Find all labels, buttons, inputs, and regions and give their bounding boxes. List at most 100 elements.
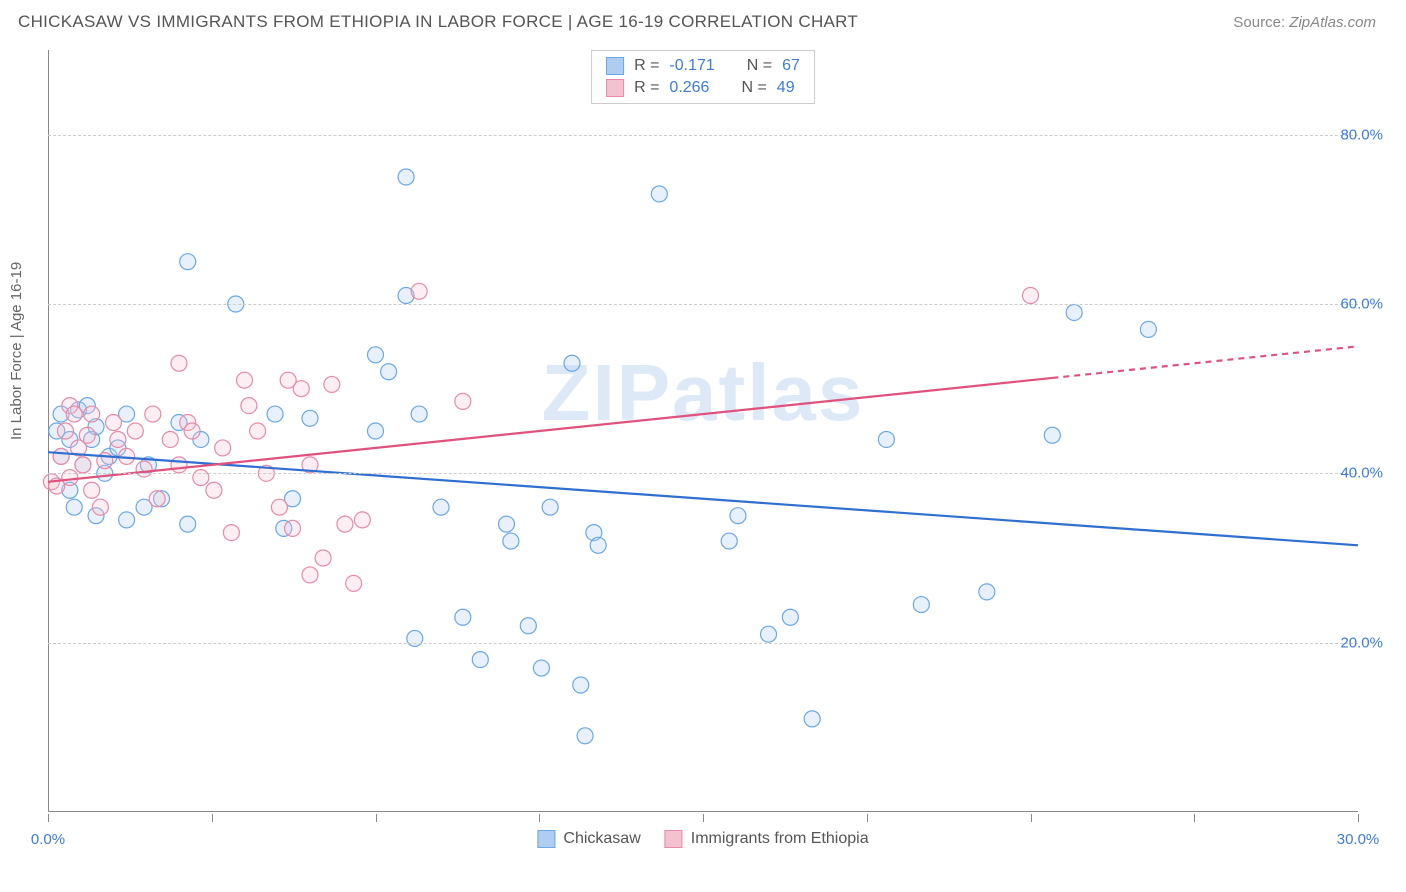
x-tick-label: 30.0% — [1337, 831, 1380, 848]
legend-label: Chickasaw — [563, 830, 640, 848]
scatter-point — [381, 364, 397, 380]
stat-r-value: 0.266 — [669, 79, 709, 97]
scatter-point — [979, 584, 995, 600]
legend-swatch — [606, 79, 624, 97]
y-axis-label: In Labor Force | Age 16-19 — [8, 262, 25, 440]
scatter-point — [503, 533, 519, 549]
scatter-point — [590, 537, 606, 553]
legend-label: Immigrants from Ethiopia — [691, 830, 869, 848]
gridline — [48, 304, 1358, 305]
scatter-point — [127, 423, 143, 439]
legend-swatch — [606, 57, 624, 75]
source-link[interactable]: ZipAtlas.com — [1289, 14, 1376, 31]
stat-r-label: R = — [634, 79, 659, 97]
scatter-point — [1023, 288, 1039, 304]
scatter-point — [337, 516, 353, 532]
scatter-point — [577, 728, 593, 744]
scatter-point — [354, 512, 370, 528]
scatter-point — [66, 499, 82, 515]
source-attribution: Source: ZipAtlas.com — [1233, 14, 1376, 31]
scatter-point — [368, 423, 384, 439]
y-tick-label: 80.0% — [1340, 126, 1383, 143]
x-tick — [1194, 814, 1195, 822]
legend-swatch — [537, 830, 555, 848]
scatter-point — [411, 283, 427, 299]
scatter-point — [368, 347, 384, 363]
scatter-point — [53, 448, 69, 464]
scatter-point — [206, 482, 222, 498]
scatter-point — [455, 393, 471, 409]
scatter-point — [271, 499, 287, 515]
scatter-point — [84, 482, 100, 498]
trend-line — [48, 452, 1358, 545]
scatter-point — [1044, 427, 1060, 443]
chart-area: In Labor Force | Age 16-19 ZIPatlas R =-… — [18, 40, 1388, 860]
scatter-point — [533, 660, 549, 676]
scatter-point — [215, 440, 231, 456]
scatter-point — [106, 415, 122, 431]
x-tick — [48, 814, 49, 822]
gridline — [48, 135, 1358, 136]
scatter-point — [455, 609, 471, 625]
scatter-point — [84, 406, 100, 422]
scatter-point — [407, 630, 423, 646]
scatter-point — [573, 677, 589, 693]
chart-title: CHICKASAW VS IMMIGRANTS FROM ETHIOPIA IN… — [18, 12, 858, 32]
scatter-point — [761, 626, 777, 642]
scatter-point — [913, 597, 929, 613]
scatter-point — [145, 406, 161, 422]
trend-line-dashed — [1052, 346, 1358, 378]
stats-legend-row: R = -0.171 N = 67 — [606, 55, 800, 77]
y-tick-label: 40.0% — [1340, 465, 1383, 482]
scatter-point — [162, 431, 178, 447]
scatter-point — [564, 355, 580, 371]
source-prefix: Source: — [1233, 14, 1289, 31]
scatter-point — [149, 491, 165, 507]
stat-n-value: 49 — [777, 79, 795, 97]
scatter-point — [520, 618, 536, 634]
stat-n-label: N = — [741, 79, 766, 97]
scatter-point — [184, 423, 200, 439]
x-tick — [867, 814, 868, 822]
gridline — [48, 473, 1358, 474]
bottom-legend: Chickasaw Immigrants from Ethiopia — [537, 830, 868, 848]
plot-svg — [48, 50, 1358, 812]
scatter-point — [180, 254, 196, 270]
stat-r-label: R = — [634, 57, 659, 75]
scatter-point — [75, 457, 91, 473]
x-tick — [703, 814, 704, 822]
scatter-point — [542, 499, 558, 515]
scatter-point — [302, 410, 318, 426]
scatter-point — [237, 372, 253, 388]
scatter-point — [411, 406, 427, 422]
y-tick-label: 20.0% — [1340, 634, 1383, 651]
scatter-point — [302, 567, 318, 583]
scatter-point — [285, 520, 301, 536]
scatter-point — [79, 427, 95, 443]
header: CHICKASAW VS IMMIGRANTS FROM ETHIOPIA IN… — [0, 0, 1406, 40]
x-tick — [212, 814, 213, 822]
stat-r-value: -0.171 — [669, 57, 714, 75]
scatter-point — [92, 499, 108, 515]
scatter-point — [346, 575, 362, 591]
scatter-point — [193, 470, 209, 486]
stat-n-value: 67 — [782, 57, 800, 75]
x-tick — [1031, 814, 1032, 822]
x-tick-label: 0.0% — [31, 831, 65, 848]
scatter-point — [180, 516, 196, 532]
gridline — [48, 643, 1358, 644]
scatter-point — [398, 169, 414, 185]
scatter-point — [171, 355, 187, 371]
legend-item: Chickasaw — [537, 830, 640, 848]
scatter-point — [119, 512, 135, 528]
stat-n-label: N = — [747, 57, 772, 75]
scatter-point — [651, 186, 667, 202]
scatter-point — [721, 533, 737, 549]
scatter-point — [241, 398, 257, 414]
x-tick — [376, 814, 377, 822]
scatter-point — [433, 499, 449, 515]
scatter-point — [878, 431, 894, 447]
scatter-point — [171, 457, 187, 473]
scatter-point — [730, 508, 746, 524]
legend-item: Immigrants from Ethiopia — [665, 830, 869, 848]
